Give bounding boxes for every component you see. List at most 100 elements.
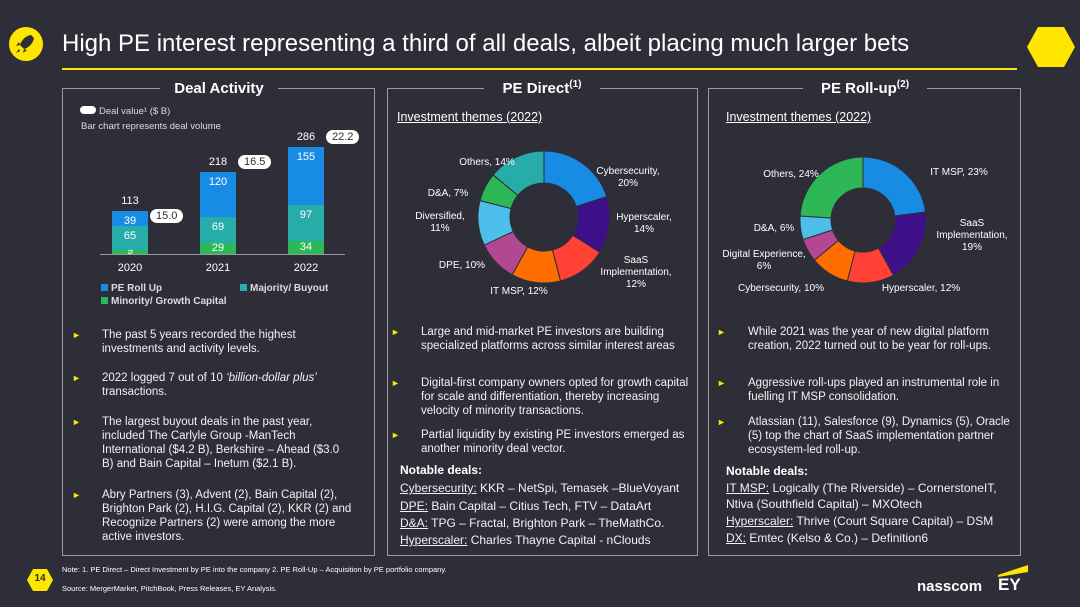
pe-rollup-deal-3: Hyperscaler: Thrive (Court Square Capita… [726, 514, 994, 528]
deal-value-pill: 16.5 [238, 155, 272, 170]
pe-rollup-themes-label: Investment themes (2022) [726, 110, 872, 124]
legend-majority-buyout: Majority/ Buyout [240, 283, 328, 294]
donut-label-d-a: D&A, 7% [427, 188, 469, 199]
deal-value-pill: 15.0 [150, 209, 184, 223]
donut-label-digital-experience: Digital Experience, 6% [722, 249, 806, 272]
bullet-arrow-icon: ► [72, 490, 81, 500]
donut-label-saas-implementation: SaaS Implementation, 19% [936, 218, 1008, 253]
pe-direct-bullet-3: ► Partial liquidity by existing PE inves… [391, 429, 685, 455]
ey-logo: EY [996, 564, 1030, 598]
pe-rollup-bullet-2: ► Aggressive roll-ups played an instrume… [717, 377, 1000, 403]
left-bullet-2: ► 2022 logged 7 out of 10 ‘billion-dolla… [72, 372, 317, 398]
pe-direct-deal-3: D&A: TPG – Fractal, Brighton Park – TheM… [400, 516, 665, 530]
rocket-icon [8, 26, 44, 62]
deal-value-legend-label: Deal value¹ ($ B) [99, 106, 171, 117]
bar-segment: 69 [200, 217, 236, 244]
bar-segment-label: 69 [211, 221, 225, 234]
page-number-badge: 14 [26, 568, 54, 592]
pe-direct-donut-chart [477, 150, 611, 284]
x-axis-tick-label: 2020 [117, 262, 143, 274]
bar-segment: 34 [288, 241, 324, 254]
bar-segment-label: 29 [211, 241, 225, 254]
legend-minority-growth: Minority/ Growth Capital [101, 296, 227, 307]
ey-logo-text: EY [998, 575, 1021, 594]
pe-rollup-bullet-1: ► While 2021 was the year of new digital… [717, 326, 991, 352]
x-axis-tick-label: 2021 [205, 262, 231, 274]
bar-total-label: 286 [296, 130, 316, 143]
bullet-arrow-icon: ► [391, 327, 400, 337]
bar-segment-label: 120 [208, 176, 228, 189]
bar-segment: 9 [112, 245, 148, 257]
bullet-arrow-icon: ► [72, 373, 81, 383]
title-underline [62, 68, 1017, 70]
bar-segment: 39 [112, 211, 148, 227]
bar-segment: 65 [112, 225, 148, 250]
donut-label-hyperscaler: Hyperscaler, 12% [881, 283, 961, 294]
bullet-arrow-icon: ► [717, 417, 726, 427]
donut-label-it-msp: IT MSP, 12% [490, 286, 548, 297]
donut-label-hyperscaler: Hyperscaler, 14% [616, 212, 672, 235]
footnote-text: Note: 1. PE Direct – Direct Investment b… [62, 565, 447, 574]
pe-direct-bullet-1: ► Large and mid-market PE investors are … [391, 326, 675, 352]
donut-slice-others [799, 156, 864, 219]
bar-segment-label: 97 [299, 208, 313, 221]
bullet-arrow-icon: ► [391, 430, 400, 440]
left-bullet-1: ► The past 5 years recorded the highest … [72, 329, 296, 355]
bar-segment-label: 34 [299, 240, 313, 253]
donut-label-others: Others, 24% [763, 169, 819, 180]
bullet-arrow-icon: ► [717, 378, 726, 388]
pe-rollup-bullet-3: ► Atlassian (11), Salesforce (9), Dynami… [717, 416, 1010, 456]
nasscom-logo: nasscom [917, 578, 983, 595]
donut-label-cybersecurity: Cybersecurity, 10% [738, 283, 824, 294]
donut-label-dpe: DPE, 10% [438, 260, 486, 271]
pe-direct-heading: PE Direct(1) [484, 79, 600, 97]
deal-value-swatch [80, 106, 96, 114]
donut-label-saas-implementation: SaaS Implementation, 12% [600, 255, 672, 290]
pe-rollup-notable-title: Notable deals: [726, 464, 809, 478]
bar-segment-label: 155 [296, 150, 316, 163]
bar-segment: 155 [288, 146, 324, 205]
legend-majority-buyout-label: Majority/ Buyout [250, 283, 329, 294]
bullet-arrow-icon: ► [717, 327, 726, 337]
pe-direct-deal-4: Hyperscaler: Charles Thayne Capital - nC… [400, 533, 651, 547]
donut-label-others: Others, 14% [459, 157, 515, 168]
bar-total-label: 218 [208, 156, 228, 169]
left-bullet-3: ► The largest buyout deals in the past y… [72, 416, 340, 470]
pe-direct-themes-label: Investment themes (2022) [397, 110, 543, 124]
page-number: 14 [34, 573, 46, 584]
pe-rollup-heading: PE Roll-up(2) [803, 79, 927, 97]
pe-rollup-deal-2: Ntiva (Southfield Capital) – MXOtech [726, 497, 923, 511]
pe-direct-bullet-2: ► Digital-first company owners opted for… [391, 377, 689, 417]
legend-pe-roll-up: PE Roll Up [101, 283, 162, 294]
bar-segment: 97 [288, 204, 324, 242]
deal-volume-bar-chart: 9 65 39 113 15.0 2020 29 69 120 218 16.5 2021 34 97 15… [95, 129, 360, 280]
donut-slice-others [492, 150, 545, 197]
donut-label-it-msp: IT MSP, 23% [930, 167, 988, 178]
pe-direct-notable-title: Notable deals: [400, 463, 483, 477]
left-bullet-4: ► Abry Partners (3), Advent (2), Bain Ca… [72, 489, 352, 543]
pe-rollup-deal-4: DX: Emtec (Kelso & Co.) – Definition6 [726, 531, 929, 545]
pe-rollup-donut-chart [799, 156, 927, 284]
bar-segment: 120 [200, 172, 236, 218]
bullet-arrow-icon: ► [391, 378, 400, 388]
bar-segment: 29 [200, 241, 236, 254]
hexagon-icon [1026, 26, 1076, 68]
bar-segment-label: 39 [123, 215, 137, 227]
deal-activity-heading: Deal Activity [160, 80, 278, 97]
donut-slice-it-msp [862, 156, 927, 217]
deal-value-legend: Deal value¹ ($ B) [80, 101, 170, 119]
pe-direct-deal-1: Cybersecurity: KKR – NetSpi, Temasek –Bl… [400, 481, 680, 495]
legend-pe-roll-up-label: PE Roll Up [111, 283, 163, 294]
pe-rollup-deal-1: IT MSP: Logically (The Riverside) – Corn… [726, 481, 997, 495]
pe-direct-deal-2: DPE: Bain Capital – Citius Tech, FTV – D… [400, 499, 652, 513]
legend-minority-growth-label: Minority/ Growth Capital [111, 296, 227, 307]
source-text: Source: MergerMarket, PitchBook, Press R… [62, 584, 277, 593]
deal-value-pill: 22.2 [326, 129, 360, 144]
page-title: High PE interest representing a third of… [62, 30, 910, 57]
x-axis-tick-label: 2022 [293, 262, 319, 274]
bullet-arrow-icon: ► [72, 417, 81, 427]
donut-label-d-a: D&A, 6% [753, 223, 795, 234]
bullet-arrow-icon: ► [72, 330, 81, 340]
bar-total-label: 113 [121, 195, 139, 207]
bar-chart-baseline [100, 254, 345, 255]
